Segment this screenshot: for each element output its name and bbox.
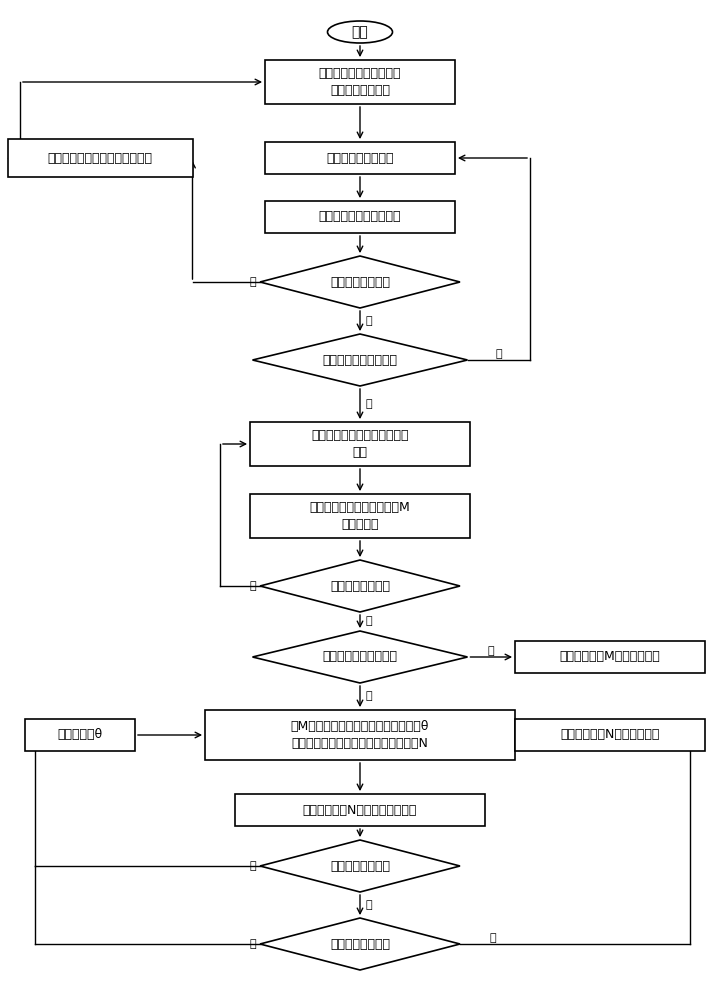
Text: 否: 否 [366,900,373,910]
Text: 交通流量与延误采集: 交通流量与延误采集 [326,151,394,164]
Text: 车辆延误超过阈值: 车辆延误超过阈值 [330,859,390,872]
Text: 行人延误超过延误阈值: 行人延误超过延误阈值 [322,354,397,366]
Text: 是: 是 [366,692,373,702]
Text: 交叉口渠化读取、设置车
辆和行人延误阈值: 交叉口渠化读取、设置车 辆和行人延误阈值 [319,67,402,97]
Text: 车辆延误超过阈值: 车辆延误超过阈值 [330,580,390,592]
Polygon shape [260,918,460,970]
FancyBboxPatch shape [515,641,705,673]
Polygon shape [260,256,460,308]
FancyBboxPatch shape [250,422,470,466]
Text: 否: 否 [366,316,373,326]
Text: 是: 是 [249,581,256,591]
Text: 选取行人延误最低信号方案M
为目标方案: 选取行人延误最低信号方案M 为目标方案 [309,501,410,531]
Text: 信号方案集合车辆和行人延误
计算: 信号方案集合车辆和行人延误 计算 [311,429,409,459]
Text: 各相位当前信号参数读取: 各相位当前信号参数读取 [319,211,402,224]
FancyBboxPatch shape [265,60,455,104]
FancyBboxPatch shape [265,142,455,174]
Text: 下发信号方案N指令给信号机: 下发信号方案N指令给信号机 [560,728,660,742]
Text: 是: 是 [249,277,256,287]
Text: 是: 是 [366,399,373,409]
Polygon shape [252,334,467,386]
Polygon shape [260,840,460,892]
FancyBboxPatch shape [515,719,705,751]
Text: 否: 否 [366,616,373,626]
FancyBboxPatch shape [235,794,485,826]
FancyBboxPatch shape [25,719,135,751]
FancyBboxPatch shape [205,710,515,760]
Text: 车辆延误超过阈值: 车辆延误超过阈值 [330,275,390,288]
Text: 否: 否 [488,646,495,656]
Ellipse shape [327,21,392,43]
Polygon shape [252,631,467,683]
Text: 否: 否 [495,349,502,359]
FancyBboxPatch shape [7,139,193,177]
Text: 以M信号方案为优化目标，基于权重值θ
建立多目标绿时参数优化得到最优方案N: 以M信号方案为优化目标，基于权重值θ 建立多目标绿时参数优化得到最优方案N [291,720,429,750]
Text: 是: 是 [249,939,256,949]
Text: 下发信号方案M指令给信号机: 下发信号方案M指令给信号机 [559,650,660,664]
Text: 构建行人二次过街信号方案集合: 构建行人二次过街信号方案集合 [48,151,153,164]
Text: 行人延误超过延误阈值: 行人延误超过延误阈值 [322,650,397,664]
Polygon shape [260,560,460,612]
FancyBboxPatch shape [265,201,455,233]
Text: 否: 否 [490,933,497,943]
Text: 开始: 开始 [352,25,368,39]
Text: 行人延误超过阈值: 行人延误超过阈值 [330,938,390,950]
Text: 计算信号方案N车辆和行人延误值: 计算信号方案N车辆和行人延误值 [303,804,417,816]
Text: 更改权重值θ: 更改权重值θ [58,728,102,742]
FancyBboxPatch shape [250,494,470,538]
Text: 是: 是 [249,861,256,871]
